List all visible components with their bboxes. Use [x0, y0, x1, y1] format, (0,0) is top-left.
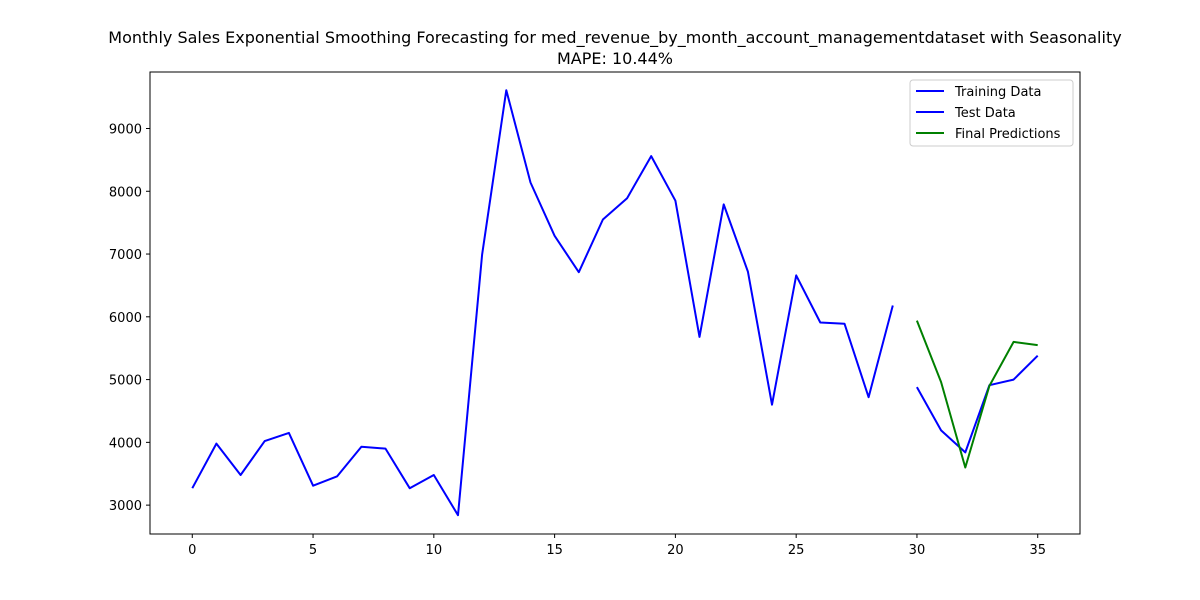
axis-ticks: 0 5 10 15 20 25 30 35 3000 4000 5000 6000 7000 8000 90… — [109, 122, 1046, 558]
y-tick-label: 9000 — [109, 122, 142, 137]
legend: Training Data Test Data Final Predictions — [909, 79, 1074, 147]
legend-label-test-data: Test Data — [954, 106, 1016, 121]
series-line-training-data — [191, 89, 894, 517]
chart-subtitle: MAPE: 10.44% — [557, 49, 673, 68]
x-tick-label: 30 — [909, 543, 926, 558]
series-line-test-data — [916, 354, 1039, 454]
legend-label-final-predictions: Final Predictions — [955, 127, 1061, 142]
x-tick-label: 20 — [667, 543, 684, 558]
legend-label-training-data: Training Data — [954, 85, 1041, 100]
y-tick-label: 4000 — [109, 436, 142, 451]
y-tick-label: 5000 — [109, 374, 142, 389]
x-tick-label: 10 — [426, 543, 443, 558]
x-tick-label: 15 — [546, 543, 563, 558]
plot-area-frame — [149, 71, 1081, 535]
legend-box — [909, 79, 1074, 147]
y-tick-label: 6000 — [109, 311, 142, 326]
y-tick-label: 3000 — [109, 499, 142, 514]
y-tick-label: 8000 — [109, 185, 142, 200]
x-tick-label: 25 — [788, 543, 805, 558]
series-line-final-predictions — [915, 320, 1038, 469]
plot-lines — [191, 89, 1039, 517]
x-tick-label: 5 — [309, 543, 317, 558]
chart-title: Monthly Sales Exponential Smoothing Fore… — [108, 28, 1121, 48]
x-tick-label: 0 — [188, 543, 196, 558]
y-tick-label: 7000 — [109, 248, 142, 263]
x-tick-label: 35 — [1029, 543, 1046, 558]
